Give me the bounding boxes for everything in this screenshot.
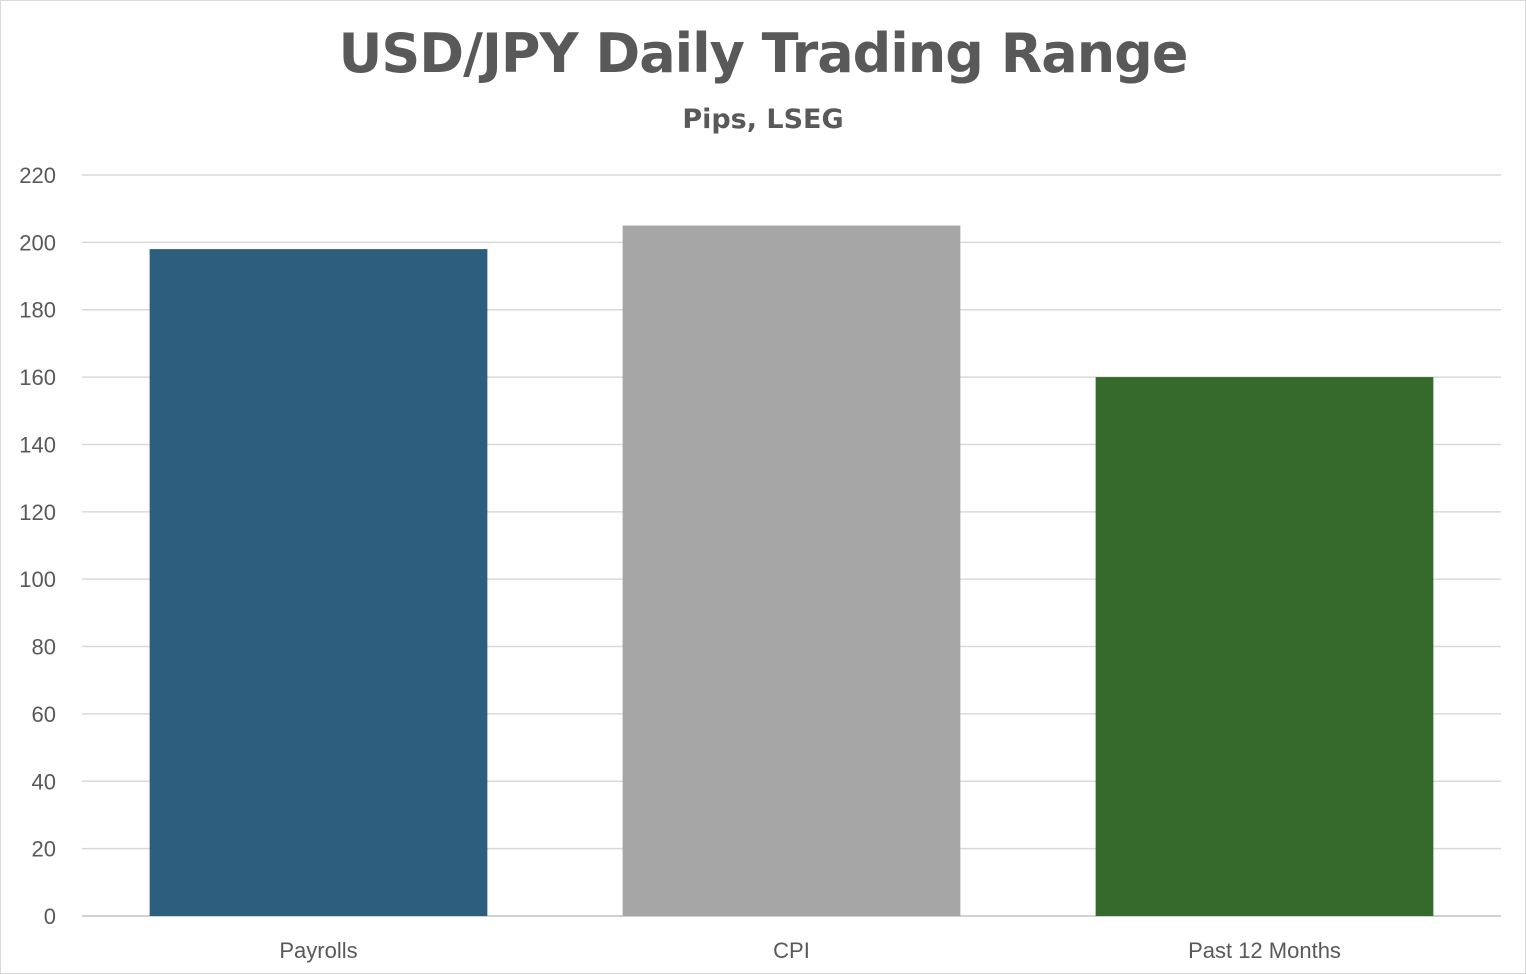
y-tick-label: 20 bbox=[32, 837, 56, 862]
y-axis-ticks: 0 20 40 60 80 100 120 140 160 180 200 220 bbox=[19, 163, 56, 929]
x-category-label: CPI bbox=[773, 938, 810, 963]
bar-payrolls bbox=[149, 249, 488, 917]
y-tick-label: 140 bbox=[19, 432, 56, 457]
x-axis-labels: Payrolls CPI Past 12 Months bbox=[279, 938, 1341, 963]
y-tick-label: 160 bbox=[19, 365, 56, 390]
bars bbox=[149, 225, 1434, 917]
chart-subtitle: Pips, LSEG bbox=[682, 104, 844, 135]
y-tick-label: 220 bbox=[19, 163, 56, 188]
chart-title: USD/JPY Daily Trading Range bbox=[338, 22, 1189, 85]
y-tick-label: 180 bbox=[19, 298, 56, 323]
x-category-label: Past 12 Months bbox=[1188, 938, 1341, 963]
y-tick-label: 120 bbox=[19, 500, 56, 525]
y-tick-label: 60 bbox=[32, 702, 56, 727]
y-tick-label: 200 bbox=[19, 230, 56, 255]
y-tick-label: 80 bbox=[32, 635, 56, 660]
x-category-label: Payrolls bbox=[279, 938, 357, 963]
y-tick-label: 100 bbox=[19, 567, 56, 592]
bar-past-12-months bbox=[1095, 377, 1434, 916]
y-tick-label: 0 bbox=[44, 904, 56, 929]
bar-cpi bbox=[622, 225, 961, 917]
y-tick-label: 40 bbox=[32, 769, 56, 794]
